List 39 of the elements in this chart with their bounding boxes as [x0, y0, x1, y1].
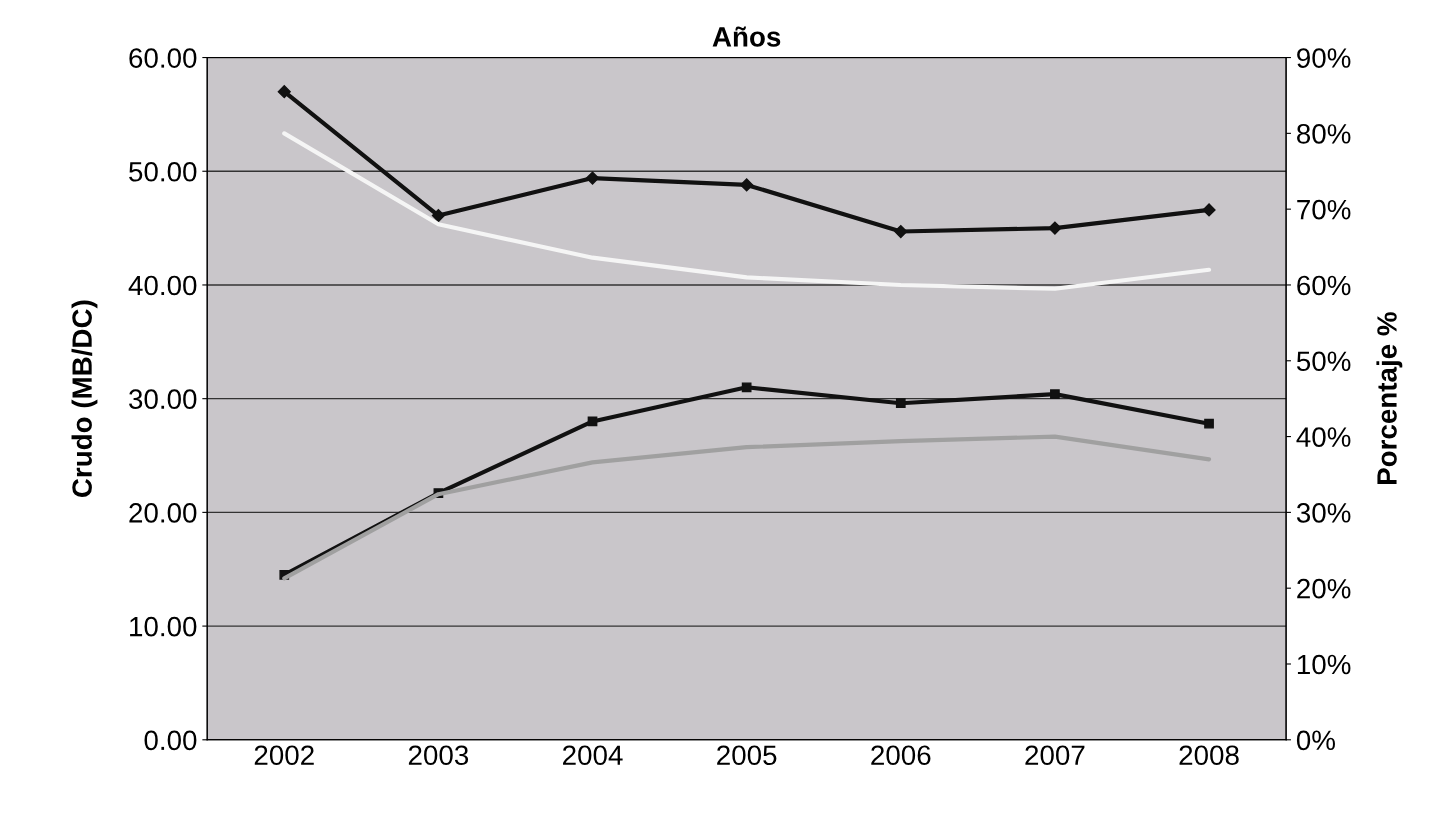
y2-tick-label: 50% [1296, 351, 1351, 372]
y2-tick-label: 70% [1297, 199, 1351, 220]
x-tick-label: 2003 [408, 745, 469, 766]
y2-tick-label: 80% [1297, 124, 1351, 144]
point [741, 382, 752, 393]
y-tick-label: 30.00 [129, 389, 197, 410]
y-tick-label: 60.00 [129, 48, 197, 68]
line-series [282, 131, 1212, 291]
y-tick-label: 20.00 [129, 503, 197, 523]
y2-tick-label: 40% [1296, 427, 1351, 447]
point [1204, 418, 1214, 429]
point [277, 85, 291, 99]
y2-tick-label: 20% [1297, 578, 1351, 599]
y-axis-title: Crudo (MB/DC) [71, 300, 98, 498]
x-tick-label: 2005 [717, 745, 777, 766]
chart-title: Años [712, 26, 781, 47]
y-tick-label: 40.00 [128, 275, 197, 296]
y-tick-label: 0.00 [144, 730, 197, 751]
y2-tick-label: 30% [1296, 503, 1351, 523]
x-tick-label: 2002 [254, 745, 314, 766]
x-tick-label: 2006 [871, 745, 931, 766]
point [1048, 221, 1062, 235]
y2-tick-label: 60% [1297, 275, 1351, 296]
x-tick-label: 2008 [1179, 745, 1239, 766]
x-tick-label: 2007 [1025, 745, 1085, 766]
point [1202, 203, 1216, 217]
point [585, 171, 600, 185]
y2-tick-label: 90% [1297, 48, 1351, 68]
point [895, 398, 906, 409]
point [894, 224, 908, 239]
x-tick-label: 2004 [563, 745, 623, 766]
y2-tick-label: 10% [1297, 654, 1351, 675]
y2-axis-title: Porcentaje % [1376, 312, 1403, 485]
point [740, 178, 754, 192]
y-tick-label: 50.00 [129, 161, 197, 182]
point [1050, 389, 1060, 399]
y2-tick-label: 0% [1296, 730, 1335, 751]
y-tick-label: 10.00 [130, 616, 197, 637]
point [431, 209, 445, 223]
